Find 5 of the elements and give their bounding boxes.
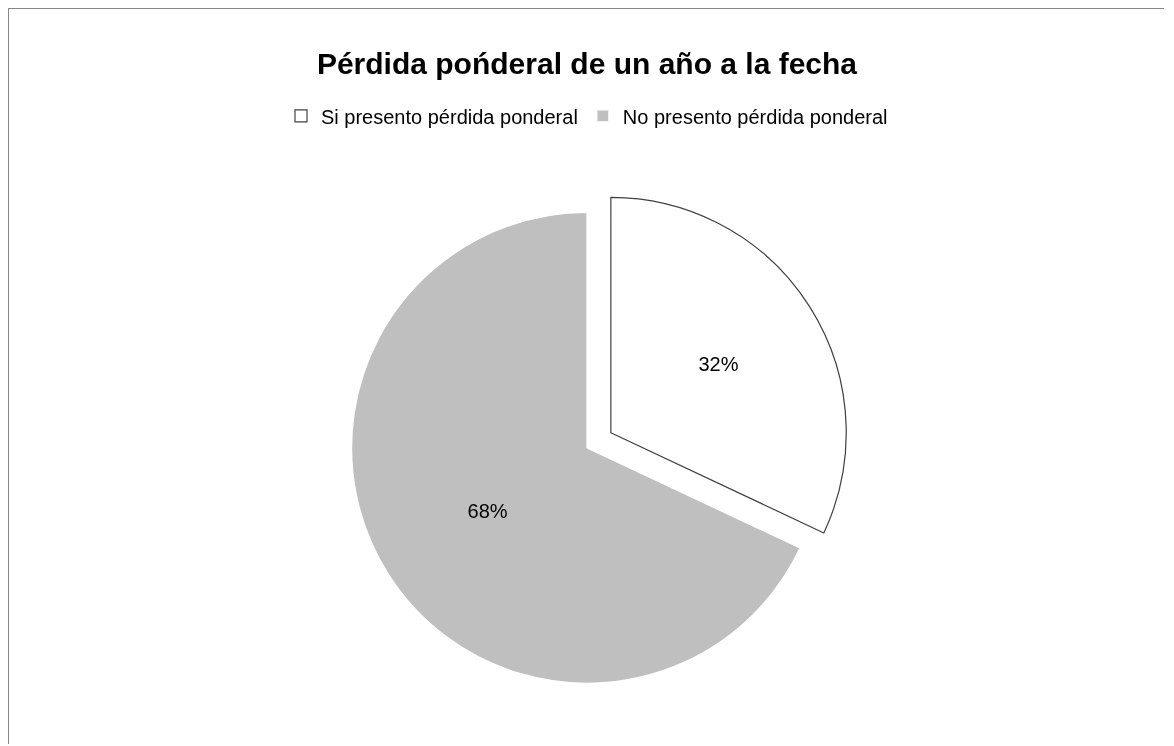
legend-label: Si presento pérdida ponderal [321,105,578,128]
data-label: 68% [467,499,508,522]
legend-label: No presento pérdida ponderal [622,105,888,128]
data-label: 32% [698,353,739,376]
chart-title: Pérdida pońderal de un año a la fecha [316,47,858,81]
